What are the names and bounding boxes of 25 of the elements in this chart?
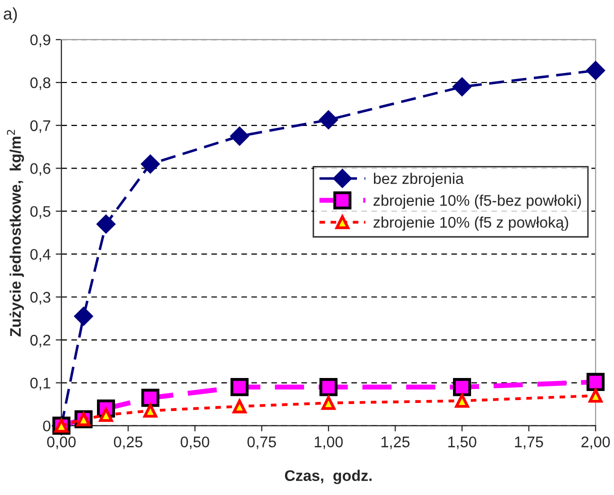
legend-label: zbrojenie 10% (f5 z powłoką) bbox=[374, 216, 568, 231]
x-tick-label: 2,00 bbox=[581, 436, 610, 450]
y-tick-label: 0,1 bbox=[30, 378, 50, 390]
x-tick-label: 0,25 bbox=[114, 436, 142, 450]
x-tick-label: 1,00 bbox=[314, 436, 343, 450]
x-tick-label: 0,50 bbox=[180, 436, 210, 450]
legend-label: bez zbrojenia bbox=[374, 172, 464, 187]
x-tick-label: 1,75 bbox=[515, 436, 544, 450]
y-tick-label: 0,8 bbox=[30, 77, 50, 90]
x-tick-label: 1,25 bbox=[382, 436, 410, 450]
y-tick-label: 0,3 bbox=[30, 292, 50, 304]
y-tick-label: 0 bbox=[43, 420, 50, 432]
y-tick-label: 0,2 bbox=[30, 334, 50, 348]
x-axis-title: Czas, godz. bbox=[284, 470, 372, 484]
legend-label: zbrojenie 10% (f5-bez powłoki) bbox=[374, 194, 581, 209]
x-tick-label: 1,50 bbox=[448, 436, 476, 450]
text: a) bbox=[4, 7, 17, 23]
x-tick-label: 0,00 bbox=[47, 436, 76, 450]
y-axis-title: Zużycie jednostkowe, kg/m$^{2}$ bbox=[6, 130, 24, 337]
y-tick-label: 0,9 bbox=[30, 34, 50, 48]
y-tick-label: 0,4 bbox=[30, 248, 51, 262]
y-tick-label: 0,6 bbox=[30, 163, 50, 176]
y-tick-label: 0,5 bbox=[30, 206, 50, 219]
x-tick-label: 0,75 bbox=[247, 436, 276, 450]
y-tick-label: 0,7 bbox=[30, 120, 50, 133]
